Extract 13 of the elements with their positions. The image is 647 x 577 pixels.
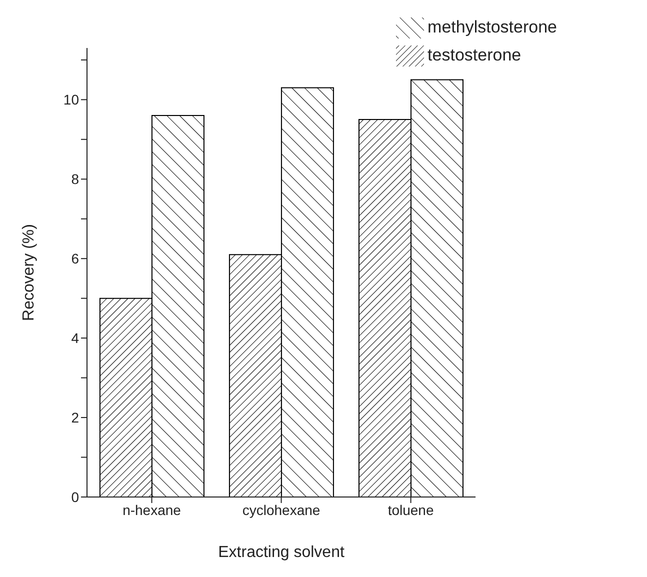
y-tick-label: 0 bbox=[71, 488, 80, 505]
y-tick-label: 8 bbox=[71, 171, 80, 188]
y-tick-label: 2 bbox=[71, 410, 80, 426]
x-axis-title: Extracting solvent bbox=[218, 544, 345, 561]
x-tick-label: n-hexane bbox=[122, 502, 182, 518]
y-tick-label: 10 bbox=[63, 92, 80, 108]
y-tick-label: 6 bbox=[71, 250, 80, 267]
y-tick-label: 4 bbox=[71, 330, 80, 346]
x-tick-label: toluene bbox=[388, 502, 434, 518]
legend-label: testosterone bbox=[428, 45, 522, 64]
y-axis-title: Recovery (%) bbox=[20, 224, 38, 321]
legend-label: methylstosterone bbox=[428, 17, 557, 36]
x-tick-label: cyclohexane bbox=[242, 502, 320, 518]
